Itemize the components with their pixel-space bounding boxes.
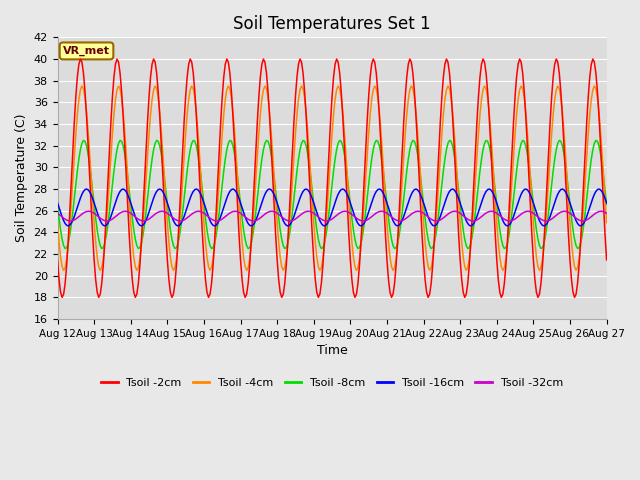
Text: VR_met: VR_met (63, 46, 110, 56)
Y-axis label: Soil Temperature (C): Soil Temperature (C) (15, 114, 28, 242)
Title: Soil Temperatures Set 1: Soil Temperatures Set 1 (233, 15, 431, 33)
Legend: Tsoil -2cm, Tsoil -4cm, Tsoil -8cm, Tsoil -16cm, Tsoil -32cm: Tsoil -2cm, Tsoil -4cm, Tsoil -8cm, Tsoi… (97, 373, 568, 392)
X-axis label: Time: Time (317, 344, 348, 357)
